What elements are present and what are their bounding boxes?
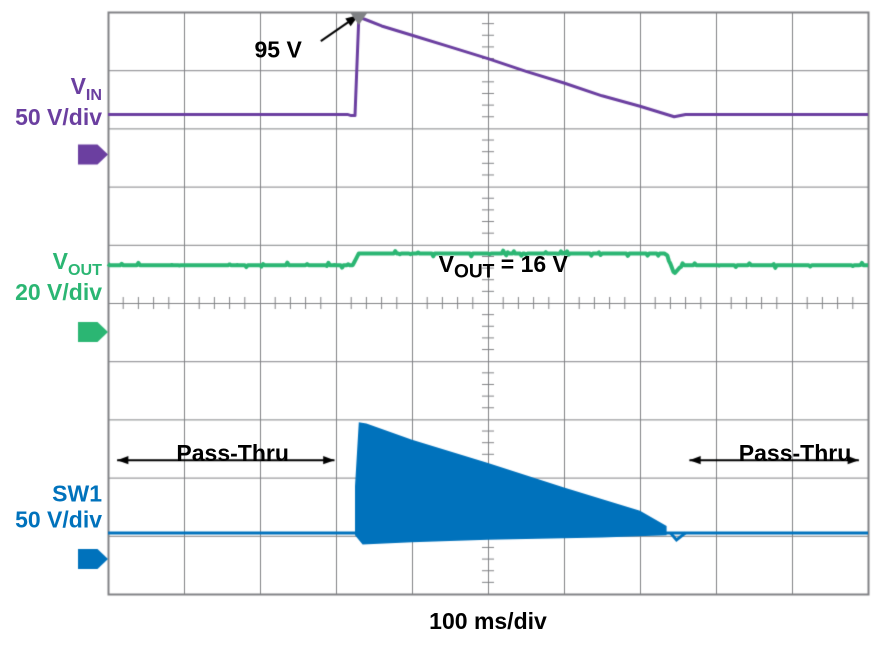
annotation-passthru-left: Pass-Thru bbox=[176, 440, 288, 467]
channel-label-vout: VOUT20 V/div bbox=[15, 248, 102, 306]
annotation-passthru-right: Pass-Thru bbox=[739, 440, 851, 467]
annotation-peak-95v: 95 V bbox=[254, 36, 301, 63]
timebase-label: 100 ms/div bbox=[429, 608, 547, 635]
oscilloscope-plot bbox=[0, 0, 882, 651]
annotation-vout-16v: VOUT = 16 V bbox=[439, 251, 568, 284]
channel-label-sw1: SW150 V/div bbox=[15, 480, 102, 533]
channel-label-vin: VIN50 V/div bbox=[15, 73, 102, 131]
